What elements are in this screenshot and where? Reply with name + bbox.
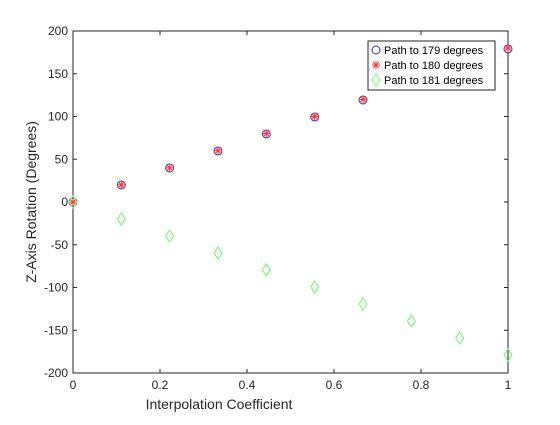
x-tick-label: 0: [70, 378, 77, 392]
legend-entry-label: Path to 179 degrees: [384, 45, 484, 57]
x-axis-label: Interpolation Coefficient: [146, 396, 293, 412]
x-tick-label: 0.2: [152, 378, 169, 392]
data-point: [213, 146, 222, 155]
data-marks: [68, 44, 513, 362]
y-tick-label: 50: [55, 152, 69, 166]
y-tick-label: 200: [48, 24, 68, 38]
y-tick-label: -150: [44, 323, 68, 337]
data-point: [310, 280, 320, 294]
data-point: [68, 195, 78, 209]
data-point: [358, 297, 368, 311]
x-tick-label: 1: [505, 378, 512, 392]
x-tick-label: 0.6: [326, 378, 343, 392]
y-tick-label: -50: [51, 238, 69, 252]
legend-entry-label: Path to 181 degrees: [384, 75, 484, 87]
y-tick-label: -100: [44, 281, 68, 295]
legend-marker: [371, 73, 381, 87]
data-point: [116, 212, 126, 226]
legend-marker: [371, 45, 381, 55]
y-tick-label: 0: [61, 195, 68, 209]
series-3: [68, 195, 513, 362]
data-point: [69, 198, 77, 206]
data-point: [213, 246, 223, 260]
series-2: [69, 44, 512, 206]
data-point: [503, 348, 513, 362]
legend-entry-label: Path to 180 degrees: [384, 60, 484, 72]
legend: Path to 179 degrees Path to 180 degrees Pa…: [367, 40, 496, 91]
data-point: [359, 95, 368, 104]
legend-marker: [372, 61, 380, 69]
y-tick-label: 150: [48, 67, 68, 81]
x-tick-label: 0.8: [413, 378, 430, 392]
data-point: [165, 229, 175, 243]
data-point: [406, 314, 416, 328]
y-tick-label: 100: [48, 110, 68, 124]
y-axis-label: Z-Axis Rotation (Degrees): [23, 121, 39, 283]
data-point: [117, 180, 126, 189]
data-point: [261, 263, 271, 277]
data-point: [455, 331, 465, 345]
data-point: [504, 44, 512, 53]
legend-box: [367, 40, 496, 91]
data-point: [310, 112, 319, 121]
y-tick-label: -200: [44, 366, 68, 380]
data-point: [165, 163, 174, 172]
data-point: [262, 129, 271, 138]
x-tick-label: 0.4: [239, 378, 256, 392]
